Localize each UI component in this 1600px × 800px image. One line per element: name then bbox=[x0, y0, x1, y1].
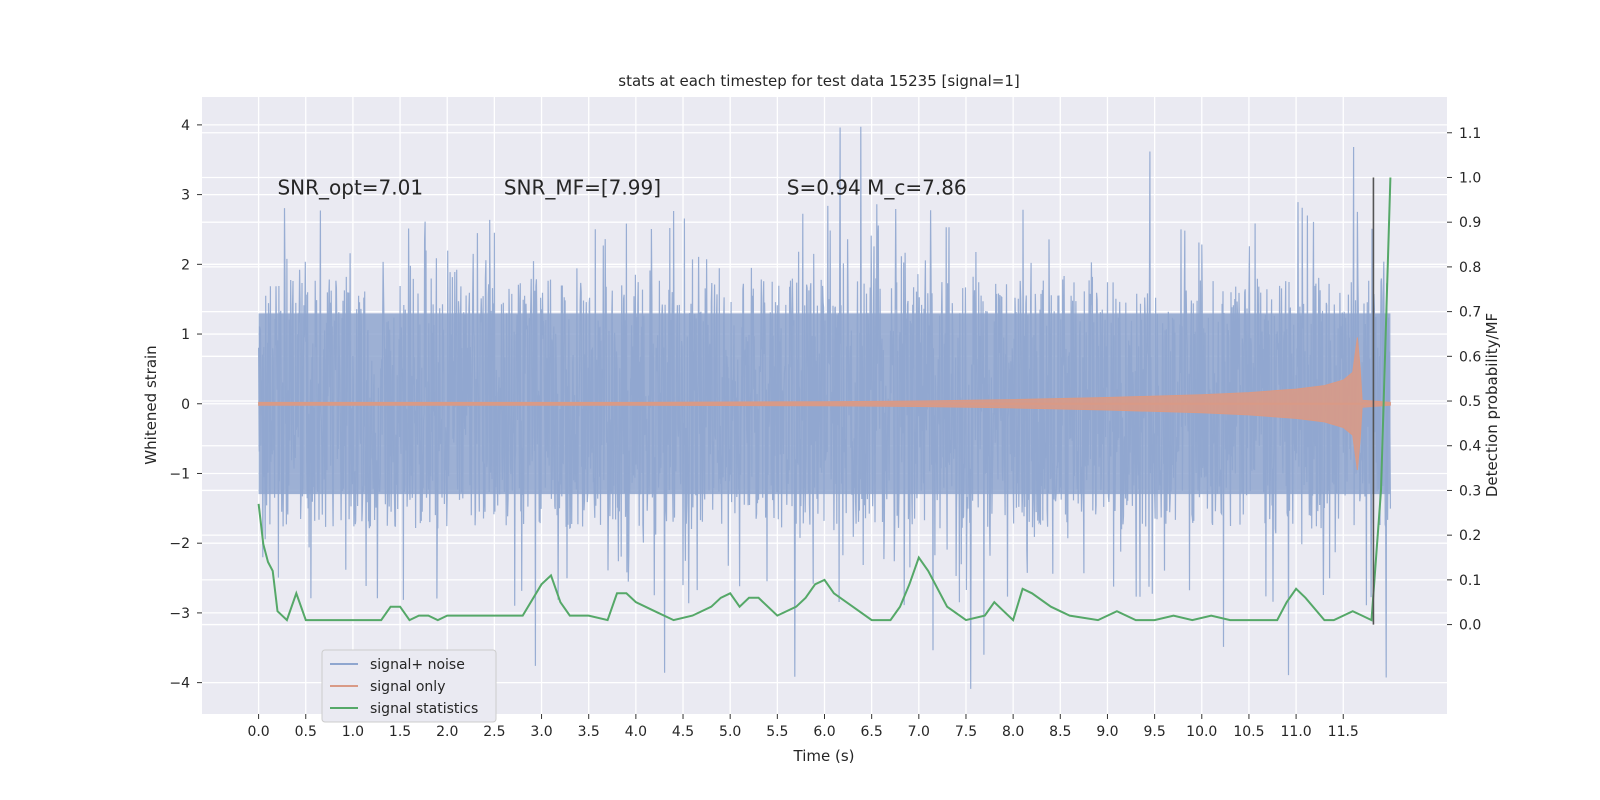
y-tick-label: 3 bbox=[181, 188, 190, 204]
x-tick-label: 6.0 bbox=[813, 724, 835, 740]
x-tick-label: 11.0 bbox=[1281, 724, 1312, 740]
chart-title: stats at each timestep for test data 152… bbox=[618, 72, 1019, 90]
y2-tick-label: 0.5 bbox=[1459, 394, 1481, 410]
y-tick-label: −3 bbox=[169, 606, 190, 622]
x-tick-label: 6.5 bbox=[861, 724, 883, 740]
y-tick-label: −2 bbox=[169, 536, 190, 552]
x-tick-label: 7.5 bbox=[955, 724, 977, 740]
y2-tick-label: 0.0 bbox=[1459, 618, 1481, 634]
y2-tick-label: 1.1 bbox=[1459, 126, 1481, 142]
y-tick-label: −4 bbox=[169, 676, 190, 692]
y-axis-ticks: 4 3 2 1 0 −1 −2 −3 −4 bbox=[169, 118, 202, 692]
x-tick-label: 10.5 bbox=[1233, 724, 1264, 740]
annotation-text: SNR_MF=[7.99] bbox=[504, 176, 661, 200]
y2-tick-label: 0.6 bbox=[1459, 349, 1481, 365]
x-tick-label: 3.5 bbox=[578, 724, 600, 740]
x-tick-label: 2.0 bbox=[436, 724, 458, 740]
y-axis-label: Whitened strain bbox=[142, 345, 160, 464]
y2-axis-ticks: 1.1 1.0 0.9 0.8 0.7 0.6 0.5 0.4 0.3 0.2 0.1 0.0 bbox=[1447, 126, 1481, 634]
x-tick-label: 0.0 bbox=[247, 724, 269, 740]
y-tick-label: 4 bbox=[181, 118, 190, 134]
y-tick-label: 2 bbox=[181, 257, 190, 273]
legend: signal+ noise signal only signal statistic… bbox=[321, 649, 497, 723]
annotation-text: SNR_opt=7.01 bbox=[277, 176, 423, 200]
y2-tick-label: 0.1 bbox=[1459, 573, 1481, 589]
legend-label: signal statistics bbox=[370, 701, 478, 717]
y2-tick-label: 0.3 bbox=[1459, 483, 1481, 499]
x-tick-label: 2.5 bbox=[483, 724, 505, 740]
x-tick-label: 8.0 bbox=[1002, 724, 1024, 740]
x-axis-ticks: 0.0 0.5 1.0 1.5 2.0 2.5 3.0 3.5 4.0 4.5 5.0 5.5 6.0 6… bbox=[247, 714, 1359, 740]
y2-tick-label: 0.4 bbox=[1459, 439, 1481, 455]
x-tick-label: 5.0 bbox=[719, 724, 741, 740]
x-tick-label: 7.0 bbox=[908, 724, 930, 740]
x-tick-label: 1.5 bbox=[389, 724, 411, 740]
legend-label: signal+ noise bbox=[370, 657, 465, 673]
legend-box bbox=[321, 649, 497, 723]
annotation-text: S=0.94 M_c=7.86 bbox=[787, 176, 967, 200]
legend-label: signal only bbox=[370, 679, 445, 695]
y-tick-label: 1 bbox=[181, 327, 190, 343]
x-tick-label: 5.5 bbox=[766, 724, 788, 740]
x-tick-label: 3.0 bbox=[530, 724, 552, 740]
signal-series bbox=[258, 337, 1391, 471]
x-tick-label: 9.5 bbox=[1143, 724, 1165, 740]
y2-tick-label: 0.8 bbox=[1459, 260, 1481, 276]
x-tick-label: 4.5 bbox=[672, 724, 694, 740]
y-tick-label: 0 bbox=[181, 397, 190, 413]
x-tick-label: 11.5 bbox=[1328, 724, 1359, 740]
x-tick-label: 8.5 bbox=[1049, 724, 1071, 740]
y2-tick-label: 0.7 bbox=[1459, 305, 1481, 321]
y2-axis-label: Detection probability/MF bbox=[1483, 313, 1501, 497]
x-tick-label: 1.0 bbox=[342, 724, 364, 740]
statistics-line bbox=[257, 177, 1392, 622]
x-tick-label: 4.0 bbox=[625, 724, 647, 740]
x-tick-label: 0.5 bbox=[295, 724, 317, 740]
y2-tick-label: 1.0 bbox=[1459, 170, 1481, 186]
y2-tick-label: 0.9 bbox=[1459, 215, 1481, 231]
y-tick-label: −1 bbox=[169, 466, 190, 482]
y2-tick-label: 0.2 bbox=[1459, 528, 1481, 544]
statistics-series bbox=[257, 177, 1392, 622]
x-tick-label: 10.0 bbox=[1186, 724, 1217, 740]
annotations: SNR_opt=7.01 SNR_MF=[7.99] S=0.94 M_c=7.86 bbox=[277, 176, 966, 200]
x-axis-label: Time (s) bbox=[793, 747, 855, 765]
x-tick-label: 9.0 bbox=[1096, 724, 1118, 740]
